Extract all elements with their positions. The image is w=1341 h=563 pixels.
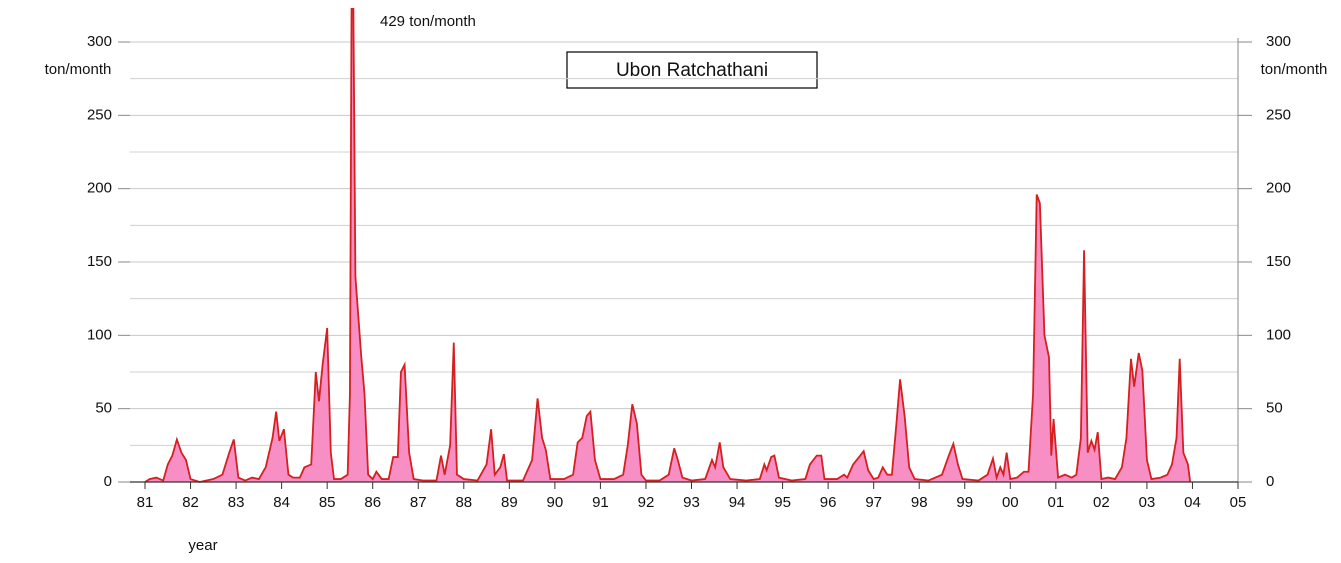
y2-tick-label: 250	[1266, 106, 1291, 123]
y2-tick-label: 0	[1266, 473, 1274, 490]
x-tick-label: 00	[1002, 494, 1019, 511]
x-axis-label: year	[188, 537, 217, 554]
x-tick-label: 98	[911, 494, 928, 511]
x-tick-label: 89	[501, 494, 518, 511]
x-tick-label: 85	[319, 494, 336, 511]
y2-tick-label: 150	[1266, 253, 1291, 270]
x-tick-label: 86	[364, 494, 381, 511]
x-tick-label: 93	[683, 494, 700, 511]
y2-axis-label: ton/month	[1261, 61, 1328, 78]
x-tick-label: 05	[1230, 494, 1247, 511]
x-tick-label: 90	[547, 494, 564, 511]
x-tick-label: 03	[1139, 494, 1156, 511]
y-tick-label: 50	[95, 400, 112, 417]
chart-title: Ubon Ratchathani	[616, 60, 768, 81]
x-tick-label: 95	[774, 494, 791, 511]
series	[144, 8, 1192, 483]
x-tick-label: 92	[638, 494, 655, 511]
y2-tick-label: 100	[1266, 326, 1291, 343]
y-tick-label: 200	[87, 180, 112, 197]
x-tick-label: 96	[820, 494, 837, 511]
x-tick-label: 82	[182, 494, 199, 511]
x-tick-label: 04	[1184, 494, 1201, 511]
y-tick-label: 300	[87, 33, 112, 50]
x-tick-label: 01	[1047, 494, 1064, 511]
x-tick-label: 88	[455, 494, 472, 511]
y-tick-label: 0	[104, 473, 112, 490]
x-tick-label: 81	[137, 494, 154, 511]
y-tick-label: 250	[87, 106, 112, 123]
x-tick-label: 02	[1093, 494, 1110, 511]
x-tick-label: 83	[228, 494, 245, 511]
y2-tick-label: 200	[1266, 180, 1291, 197]
x-tick-label: 94	[729, 494, 746, 511]
annotation: 429 ton/month	[380, 13, 476, 30]
y-tick-label: 150	[87, 253, 112, 270]
y-axis-label: ton/month	[45, 61, 112, 78]
line	[144, 8, 1192, 483]
x-tick-label: 87	[410, 494, 427, 511]
title-box	[566, 51, 818, 89]
x-tick-label: 91	[592, 494, 609, 511]
x-tick-label: 97	[865, 494, 882, 511]
area	[145, 8, 1191, 482]
x-tick-label: 84	[273, 494, 290, 511]
x-tick-label: 99	[956, 494, 973, 511]
y2-tick-label: 300	[1266, 33, 1291, 50]
y-tick-label: 100	[87, 326, 112, 343]
y2-tick-label: 50	[1266, 400, 1283, 417]
